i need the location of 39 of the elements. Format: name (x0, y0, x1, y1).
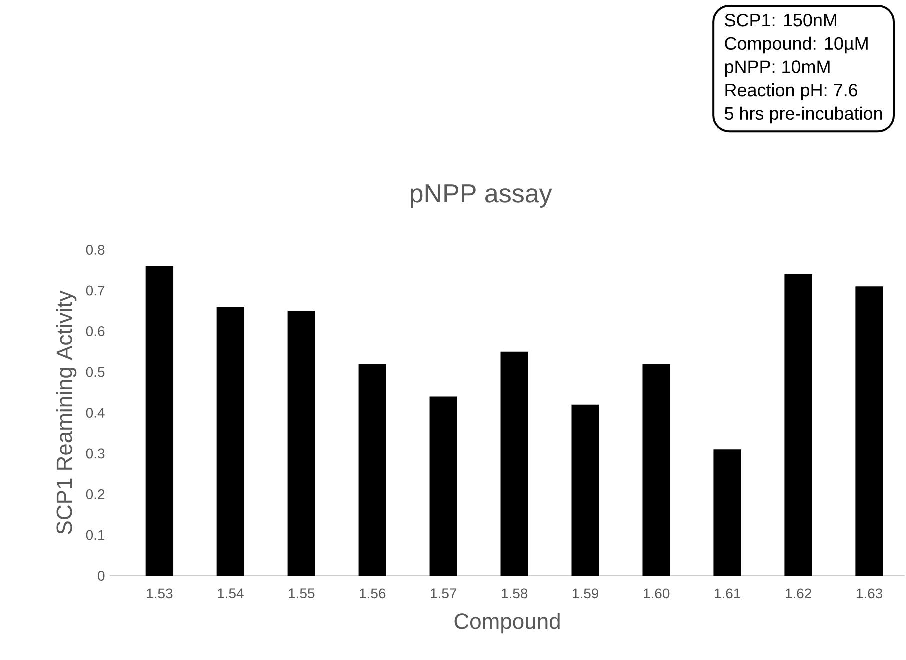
x-tick-label: 1.56 (360, 588, 386, 599)
text: pNPP: 10mM (725, 60, 830, 77)
text: SCP1: 150nM (725, 14, 836, 27)
bar (358, 364, 386, 576)
bar (714, 450, 742, 576)
y-tick-label: 0.8 (86, 245, 105, 255)
y-tick-label: 0.3 (86, 448, 105, 459)
text: 5 hrs pre-incubation (724, 106, 882, 124)
x-tick-label: 1.63 (856, 588, 883, 599)
bar (216, 307, 245, 576)
y-axis-title: SCP1 Reamining Activity (56, 290, 77, 534)
y-tick-label: 0.7 (86, 286, 105, 296)
bar (500, 352, 528, 576)
bar (784, 274, 812, 576)
y-tick-label: 0 (98, 571, 105, 581)
x-tick-label: 1.60 (644, 588, 670, 599)
y-tick-label: 0.4 (86, 408, 105, 418)
bar (146, 266, 174, 576)
x-tick-label: 1.53 (147, 588, 173, 599)
x-tick-label: 1.58 (502, 588, 528, 599)
bar (572, 404, 600, 576)
bar (856, 286, 884, 576)
y-tick-label: 0.1 (86, 530, 105, 540)
x-tick-label: 1.59 (573, 588, 599, 599)
text: Compound: 10µM (725, 36, 868, 54)
x-tick-label: 1.54 (218, 588, 244, 598)
x-tick-label: 1.61 (715, 588, 740, 599)
y-tick-label: 0.5 (86, 367, 105, 378)
x-tick-label: 1.62 (786, 588, 812, 599)
bar (642, 364, 670, 576)
y-tick-label: 0.6 (86, 326, 105, 336)
chart-title: pNPP assay (410, 184, 552, 208)
bar (430, 396, 458, 576)
x-axis-title: Compound (454, 613, 560, 634)
x-tick-label: 1.55 (289, 588, 315, 598)
text: Reaction pH: 7.6 (726, 84, 858, 100)
x-tick-label: 1.57 (431, 588, 457, 598)
y-tick-label: 0.2 (86, 490, 105, 500)
bar (288, 311, 316, 576)
